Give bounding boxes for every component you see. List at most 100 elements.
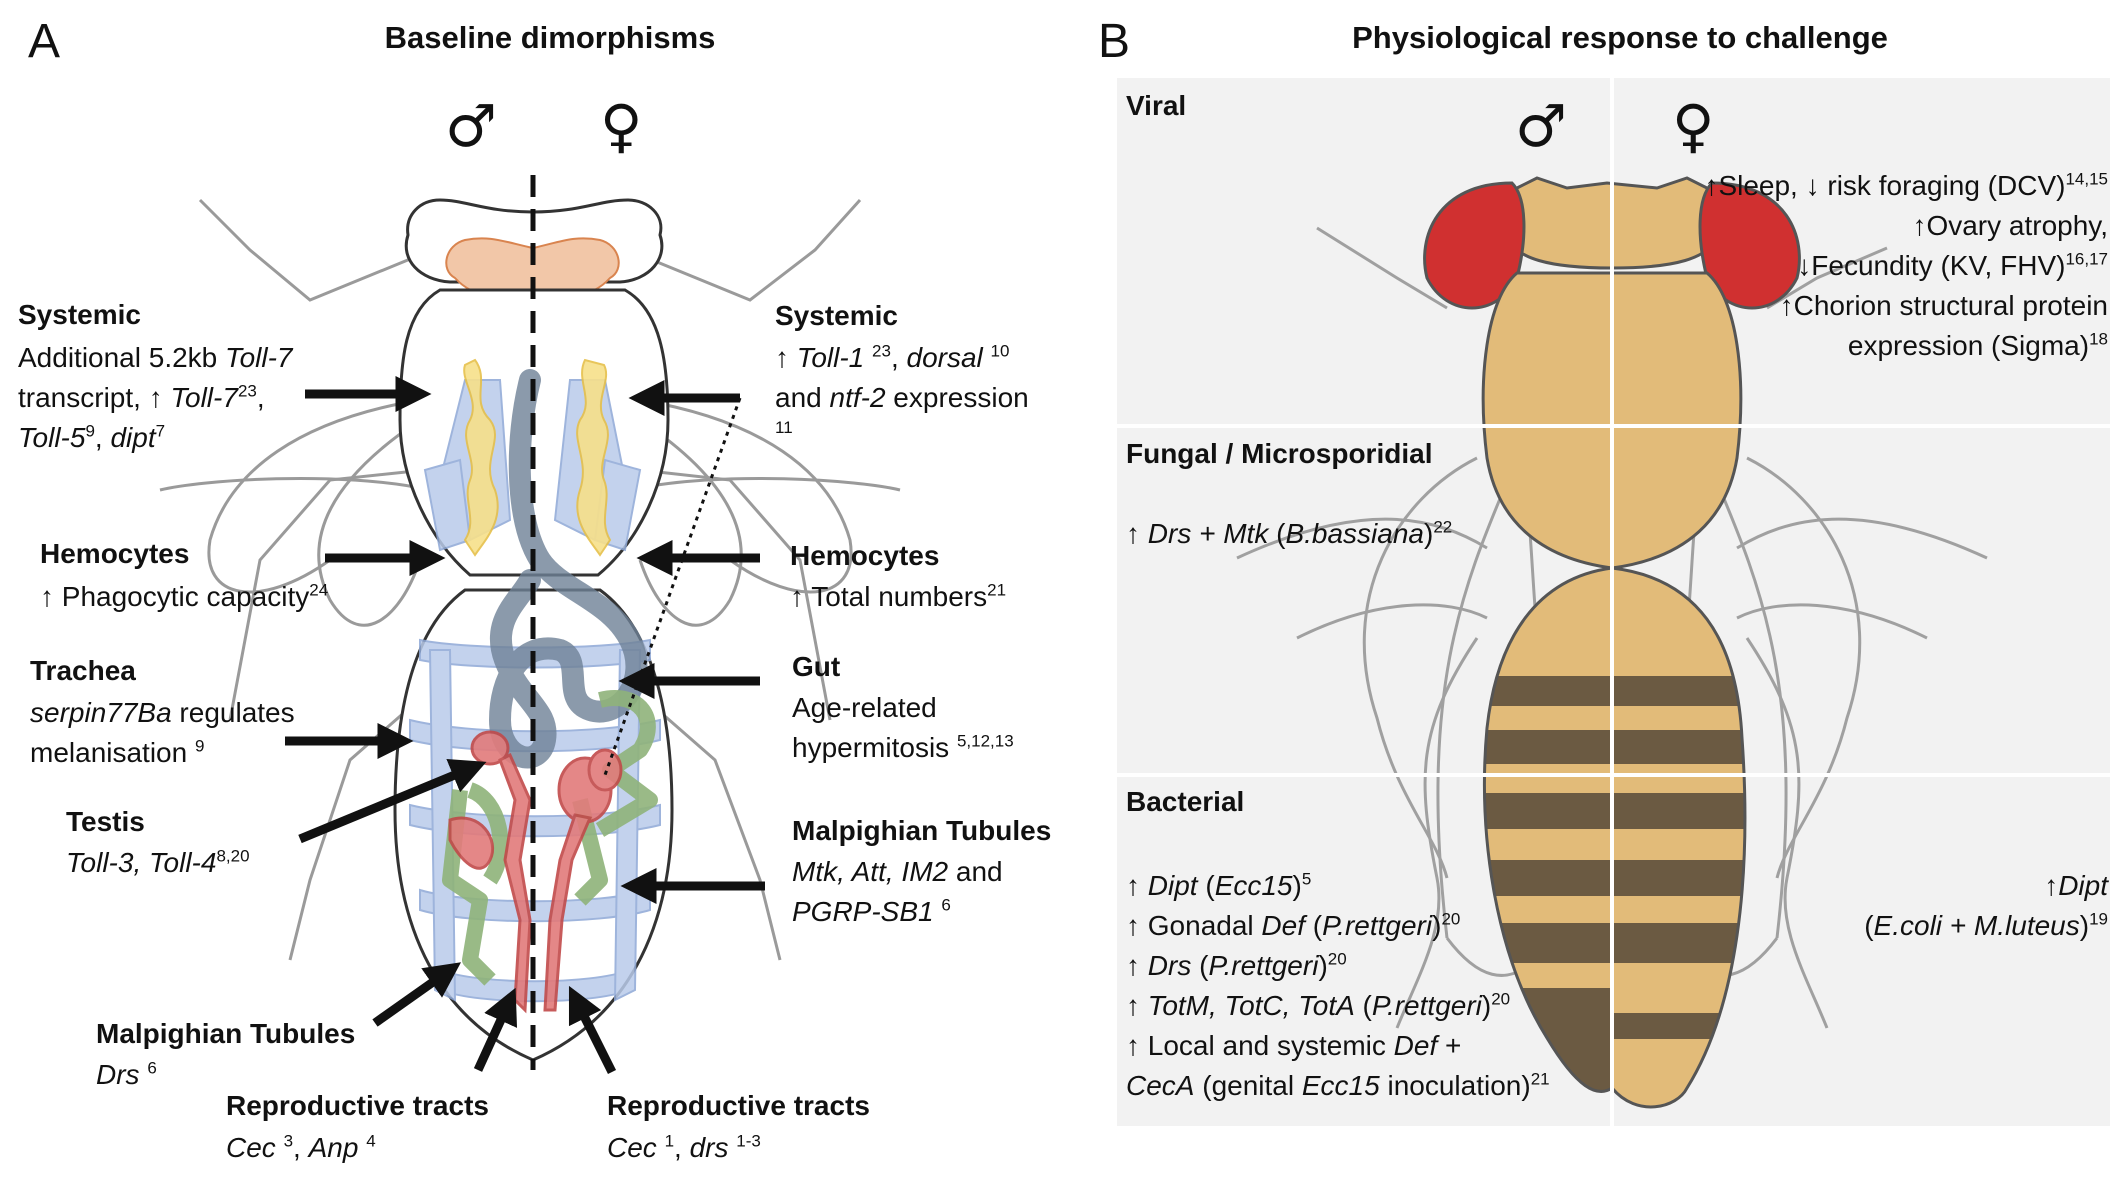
repro-right-line1: Cec 1, drs 1-3 xyxy=(607,1128,761,1168)
ref: 14,15 xyxy=(2065,169,2108,189)
text: ) xyxy=(1424,518,1434,549)
ref: 24 xyxy=(309,580,329,600)
bacterial-male-line5: ↑ Local and systemic Def + xyxy=(1126,1026,1461,1066)
gene: Dipt xyxy=(1147,870,1198,901)
gut-line1: Age-related xyxy=(792,692,937,723)
text: and xyxy=(948,856,1003,887)
ref: 5,12,13 xyxy=(956,731,1014,751)
text: ↑ xyxy=(775,342,797,373)
gene: serpin77Ba xyxy=(30,697,172,728)
ref: 5 xyxy=(1301,869,1312,889)
trachea-heading: Trachea xyxy=(30,655,136,686)
text: ( xyxy=(1191,950,1209,981)
species: P.rettgeri xyxy=(1208,950,1319,981)
testis-line1: Toll-3, Toll-48,20 xyxy=(66,843,250,883)
fly-b-eye-right xyxy=(1698,181,1801,310)
text: ↑ Phagocytic capacity xyxy=(40,581,310,612)
male-symbol-a: ♂ xyxy=(445,92,497,160)
testis-heading: Testis xyxy=(66,806,145,837)
gene: Cec xyxy=(226,1132,276,1163)
gene: Toll-1 xyxy=(796,342,865,373)
text: ( xyxy=(1197,870,1215,901)
text: ↓Fecundity (KV, FHV) xyxy=(1797,250,2066,281)
text: ↑ xyxy=(1126,950,1148,981)
species: P.rettgeri xyxy=(1371,990,1482,1021)
text: expression xyxy=(885,382,1029,413)
text: ) xyxy=(1318,950,1328,981)
gut-line2: hypermitosis 5,12,13 xyxy=(792,728,1014,768)
panel-a-title: Baseline dimorphisms xyxy=(384,20,716,55)
ref: 6 xyxy=(147,1058,157,1078)
male-symbol-b: ♂ xyxy=(1515,92,1567,160)
fly-b-abdomen-outline xyxy=(1483,566,1747,1109)
text: melanisation xyxy=(30,737,195,768)
ref: 19 xyxy=(2089,909,2108,929)
gene: dorsal xyxy=(906,342,983,373)
viral-line2: ↑Ovary atrophy, xyxy=(1912,210,2108,241)
text: ↑ xyxy=(1126,518,1148,549)
gene: drs xyxy=(689,1132,729,1163)
gene: Def xyxy=(1393,1030,1438,1061)
repro-right-heading: Reproductive tracts xyxy=(607,1090,870,1121)
species: E.coli + M.luteus xyxy=(1873,910,2080,941)
hemocytes-left-line1: ↑ Phagocytic capacity24 xyxy=(40,577,328,617)
text: ) xyxy=(1292,870,1302,901)
panel-b-grid xyxy=(1117,78,2110,1126)
gene: Drs xyxy=(96,1059,140,1090)
text: regulates xyxy=(171,697,295,728)
systemic-left-line1: Additional 5.2kb Toll-7 xyxy=(18,338,293,378)
fly-b-legs xyxy=(1236,226,1988,1029)
text: ( xyxy=(1864,910,1874,941)
ref: 20 xyxy=(1441,909,1461,929)
female-symbol-b: ♀ xyxy=(1672,92,1715,160)
fly-illustration xyxy=(1117,78,2110,1126)
text: ↑ Local and systemic xyxy=(1126,1030,1394,1061)
gut xyxy=(488,369,648,769)
pointer-arrows xyxy=(285,376,765,1075)
ref: 23 xyxy=(872,341,891,361)
systemic-left-heading: Systemic xyxy=(18,299,141,330)
gene: Drs + Mtk xyxy=(1147,518,1269,549)
ref: 21 xyxy=(1530,1069,1550,1089)
repro-left-heading: Reproductive tracts xyxy=(226,1090,489,1121)
ref: 16,17 xyxy=(2065,249,2108,269)
ref: 1 xyxy=(664,1131,675,1151)
text: and xyxy=(775,382,830,413)
bacterial-female-line2: (E.coli + M.luteus)19 xyxy=(1864,906,2108,946)
gene: dipt xyxy=(110,422,156,453)
gene: Toll-7 xyxy=(170,382,238,413)
trachea-line1: serpin77Ba regulates xyxy=(30,693,295,733)
repro-left-line1: Cec 3, Anp 4 xyxy=(226,1128,376,1168)
gene: TotM, TotC, TotA xyxy=(1147,990,1355,1021)
ref: 3 xyxy=(283,1131,294,1151)
gene: Cec xyxy=(607,1132,657,1163)
text: , xyxy=(674,1132,690,1163)
malpighian-right-line2: PGRP-SB1 6 xyxy=(792,892,951,932)
ref: 9 xyxy=(85,421,95,441)
systemic-right-line1: ↑ Toll-1 23, dorsal 10 xyxy=(775,338,1009,378)
text: (genital xyxy=(1194,1070,1302,1101)
text: hypermitosis xyxy=(792,732,957,763)
species: P.rettgeri xyxy=(1322,910,1433,941)
ref: 21 xyxy=(987,580,1007,600)
fungal-line1: ↑ Drs + Mtk (B.bassiana)22 xyxy=(1126,514,1452,554)
systemic-left-line2: transcript, ↑ Toll-723, xyxy=(18,378,265,418)
reproductive-tract xyxy=(448,730,623,1014)
text: ↑ Total numbers xyxy=(790,581,988,612)
bacterial-female-line1: ↑Dipt xyxy=(2044,866,2108,906)
panel-a-letter: A xyxy=(28,15,61,68)
viral-line5: expression (Sigma)18 xyxy=(1848,326,2108,366)
dotted-link xyxy=(603,397,742,776)
bacterial-male-line4: ↑ TotM, TotC, TotA (P.rettgeri)20 xyxy=(1126,986,1510,1026)
text: ↑ xyxy=(1126,990,1148,1021)
panel-b-letter: B xyxy=(1098,15,1131,68)
hemocytes-right-line1: ↑ Total numbers21 xyxy=(790,577,1006,617)
viral-line1: ↑Sleep, ↓ risk foraging (DCV)14,15 xyxy=(1704,166,2108,206)
gene: Toll-3, Toll-4 xyxy=(66,847,217,878)
text: , xyxy=(94,422,111,453)
panel-b-title: Physiological response to challenge xyxy=(1352,20,1888,55)
text: ↑ Gonadal xyxy=(1126,910,1262,941)
ref: 7 xyxy=(155,421,166,441)
gene: CecA xyxy=(1126,1070,1195,1101)
text: expression (Sigma) xyxy=(1847,330,2090,361)
